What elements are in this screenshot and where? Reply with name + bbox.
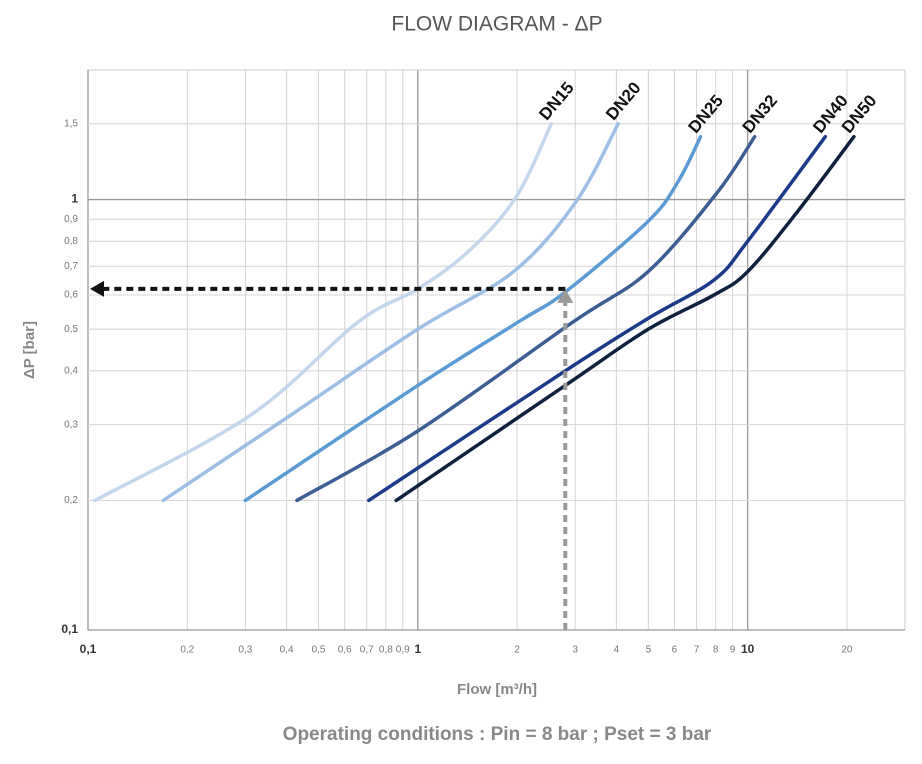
flow-curve xyxy=(243,134,703,503)
x-axis-label: Flow [m³/h] xyxy=(457,681,537,698)
x-tick-label: 3 xyxy=(572,645,578,656)
x-tick-label: 0,1 xyxy=(80,642,97,656)
y-tick-label: 1,5 xyxy=(64,118,78,129)
x-tick-label: 2 xyxy=(514,645,520,656)
y-tick-label: 0,2 xyxy=(64,495,78,506)
x-tick-label: 0,2 xyxy=(180,645,194,656)
x-tick-label: 7 xyxy=(694,645,700,656)
series-label: DN32 xyxy=(739,91,781,137)
reading-arrowhead-up xyxy=(557,288,574,303)
x-tick-label: 0,4 xyxy=(280,645,294,656)
x-tick-label: 0,8 xyxy=(379,645,393,656)
y-tick-label: 0,8 xyxy=(64,236,78,247)
y-tick-label: 0,6 xyxy=(64,290,78,301)
y-tick-label: 0,3 xyxy=(64,419,78,430)
y-tick-label: 0,4 xyxy=(64,365,78,376)
flow-curve xyxy=(93,122,554,503)
flow-curve xyxy=(161,122,620,503)
y-axis-label: ΔP [bar] xyxy=(21,321,38,379)
series-label: DN20 xyxy=(602,78,644,124)
x-tick-label: 0,6 xyxy=(338,645,352,656)
x-tick-label: 1 xyxy=(414,642,421,656)
x-tick-label: 0,3 xyxy=(238,645,252,656)
x-tick-label: 0,9 xyxy=(396,645,410,656)
x-tick-label: 8 xyxy=(713,645,719,656)
reading-arrowhead-left xyxy=(90,280,104,297)
flow-curve xyxy=(367,134,828,503)
x-tick-label: 20 xyxy=(841,645,853,656)
series-label: DN15 xyxy=(535,78,577,124)
plot-frame xyxy=(87,69,906,631)
y-tick-label: 0,9 xyxy=(64,214,78,225)
flow-curve xyxy=(394,134,856,503)
x-tick-label: 4 xyxy=(614,645,620,656)
y-tick-label: 0,5 xyxy=(64,324,78,335)
x-tick-label: 10 xyxy=(741,642,755,656)
footer: Operating conditions : Pin = 8 bar ; Pse… xyxy=(283,724,712,745)
chart-title: FLOW DIAGRAM - ΔP xyxy=(391,13,602,36)
y-tick-label: 0,7 xyxy=(64,261,78,272)
flow-curve xyxy=(295,134,757,503)
x-tick-label: 9 xyxy=(730,645,736,656)
series-label: DN25 xyxy=(685,91,727,137)
y-tick-label: 1 xyxy=(71,192,78,206)
x-tick-label: 0,7 xyxy=(360,645,374,656)
x-tick-label: 0,5 xyxy=(312,645,326,656)
y-tick-label: 0,1 xyxy=(61,622,78,636)
x-tick-label: 6 xyxy=(672,645,678,656)
x-tick-label: 5 xyxy=(646,645,652,656)
